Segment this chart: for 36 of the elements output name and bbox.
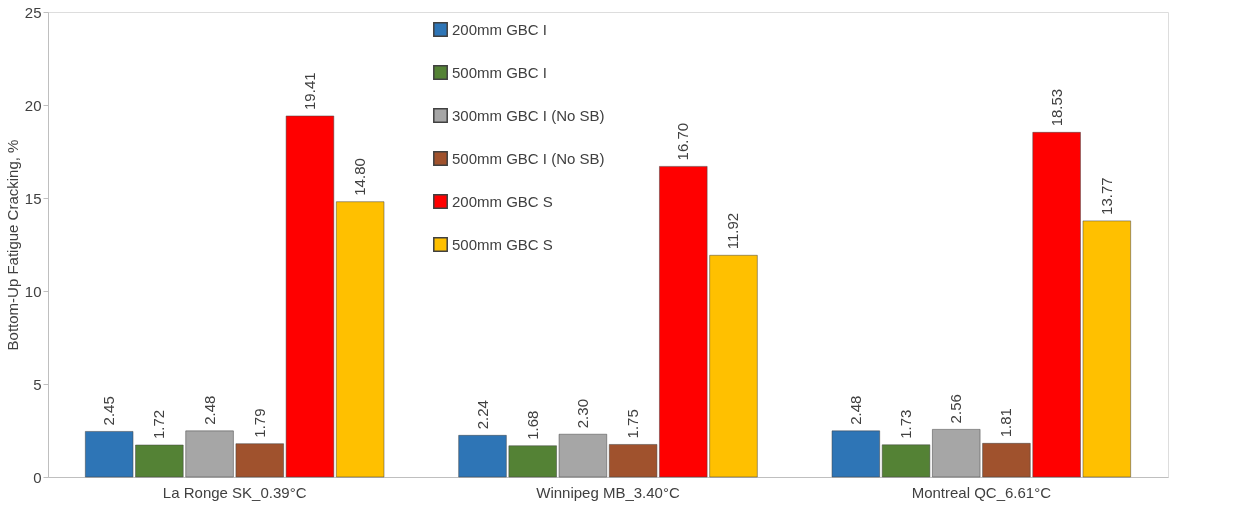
legend-label: 500mm GBC I: [452, 63, 548, 81]
data-label: 19.41: [300, 72, 318, 110]
data-label: 1.81: [997, 408, 1015, 438]
data-label: 2.45: [100, 396, 118, 426]
data-label: 2.48: [846, 395, 864, 425]
data-label: 16.70: [674, 122, 692, 161]
data-label: 1.72: [150, 409, 168, 440]
y-tick-label: 0: [33, 468, 42, 486]
data-label: 1.68: [523, 410, 541, 440]
x-tick-label: La Ronge SK_0.39°C: [162, 483, 307, 501]
data-label: 11.92: [724, 212, 742, 250]
data-label: 2.24: [473, 400, 491, 430]
y-tick-label: 10: [24, 282, 42, 300]
y-tick-label: 25: [24, 3, 42, 21]
y-tick-label: 15: [24, 189, 42, 207]
bar: [831, 430, 880, 478]
data-label: 13.77: [1097, 177, 1115, 215]
legend-label: 300mm GBC I (No SB): [452, 106, 605, 124]
y-tick-label: 20: [24, 96, 42, 114]
bar: [336, 201, 385, 478]
data-label: 1.73: [897, 409, 915, 439]
legend-label: 500mm GBC I (No SB): [452, 149, 605, 167]
x-tick-label: Montreal QC_6.61°C: [911, 483, 1052, 501]
data-label: 1.79: [250, 408, 268, 438]
y-axis-title: Bottom-Up Fatigue Cracking, %: [3, 139, 21, 351]
legend-label: 200mm GBC I: [452, 20, 548, 38]
data-label: 2.48: [200, 395, 218, 425]
y-tick-label: 5: [33, 375, 42, 393]
x-tick-label: Winnipeg MB_3.40°C: [536, 483, 680, 501]
data-label: 2.30: [573, 399, 591, 429]
legend-label: 200mm GBC S: [452, 192, 553, 210]
data-label: 14.80: [351, 158, 369, 196]
legend-label: 500mm GBC S: [452, 235, 553, 253]
data-label: 2.56: [947, 394, 965, 424]
data-label: 1.75: [624, 409, 642, 439]
data-label: 18.53: [1047, 88, 1065, 127]
